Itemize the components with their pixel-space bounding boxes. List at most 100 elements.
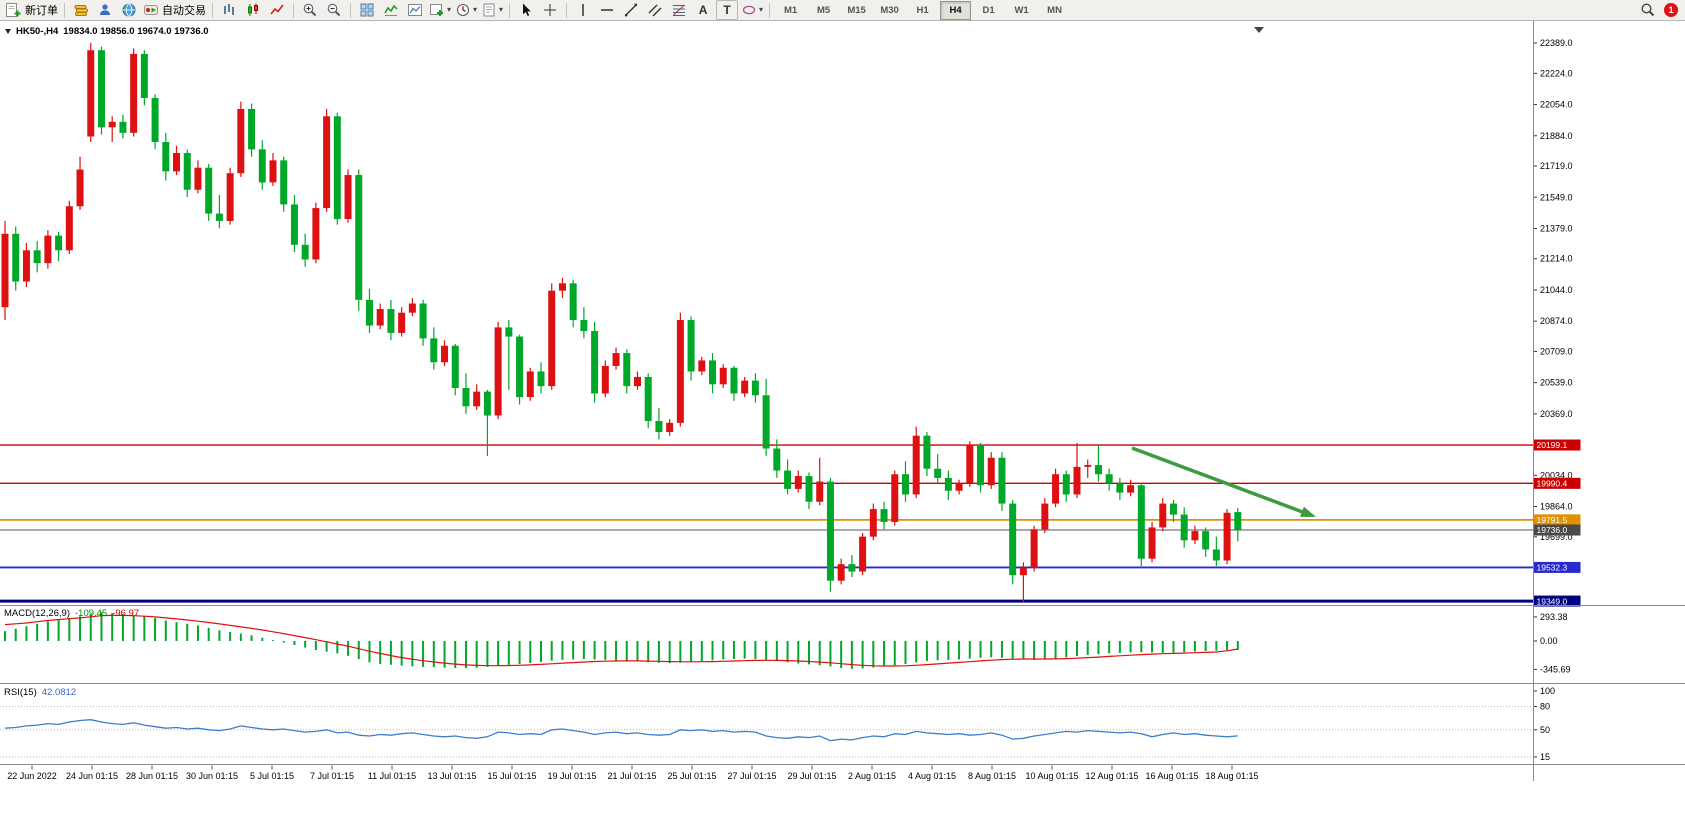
price-badge-text: 19990.4 [1537,479,1568,489]
svg-text:22389.0: 22389.0 [1540,38,1573,48]
templates-button[interactable]: ▾ [480,0,504,20]
data-window-button[interactable] [94,0,116,20]
price-badge-text: 19791.5 [1537,515,1568,525]
toolbar-separator [566,2,568,18]
timeframe-button-m30[interactable]: M30 [880,4,899,16]
data-window-icon [97,2,113,18]
svg-text:15 Jul 01:15: 15 Jul 01:15 [487,771,536,781]
line-chart-button[interactable] [266,0,288,20]
navigator-button[interactable] [118,0,140,20]
tile-windows-button[interactable] [356,0,378,20]
timeframe-button-w1[interactable]: W1 [1014,4,1029,16]
search-icon [1640,2,1656,18]
globe-icon [121,2,137,18]
svg-text:22224.0: 22224.0 [1540,68,1573,78]
svg-text:28 Jun 01:15: 28 Jun 01:15 [126,771,178,781]
svg-text:100: 100 [1540,686,1555,696]
toolbar-separator [64,2,65,18]
svg-text:21044.0: 21044.0 [1540,285,1573,295]
text-button[interactable]: A [692,0,714,20]
trendline-icon [623,2,639,18]
indicators-button[interactable] [380,0,402,20]
toolbar-separator [350,2,351,18]
timeframe-button-h4[interactable]: H4 [940,0,972,20]
svg-text:22 Jun 2022: 22 Jun 2022 [7,771,57,781]
periods-button[interactable]: ▾ [454,0,478,20]
svg-text:21214.0: 21214.0 [1540,254,1573,264]
zoom-out-button[interactable] [323,0,345,20]
candles-layer [1,42,1242,603]
macd-panel: 293.38 0.00 -345.69 [4,612,1571,674]
indicator-window-button[interactable] [404,0,426,20]
trend-arrow[interactable] [1131,446,1316,517]
notification-badge[interactable]: 1 [1664,3,1678,17]
toolbar-separator [212,2,213,18]
crosshair-button[interactable] [539,0,561,20]
timeframe-button-d1[interactable]: D1 [982,4,995,16]
svg-text:21549.0: 21549.0 [1540,192,1573,202]
svg-text:11 Jul 01:15: 11 Jul 01:15 [368,771,416,781]
candlestick-icon [245,2,261,18]
cursor-button[interactable] [515,0,537,20]
search-button[interactable] [1637,0,1659,20]
svg-text:16 Aug 01:15: 16 Aug 01:15 [1145,771,1198,781]
autoscroll-marker-icon[interactable] [1254,27,1264,33]
fibonacci-button[interactable] [668,0,690,20]
indicator-window-icon [407,2,423,18]
label-button[interactable]: T [716,0,739,20]
zoom-in-button[interactable] [299,0,321,20]
time-axis: 22 Jun 2022 24 Jun 01:15 28 Jun 01:15 30 Ju… [7,765,1259,781]
zoom-in-icon [302,2,318,18]
vertical-line-button[interactable] [572,0,594,20]
price-badge-text: 19532.3 [1537,563,1568,573]
add-indicator-button[interactable]: ▾ [428,0,452,20]
shapes-button[interactable]: ▾ [740,0,764,20]
svg-text:20709.0: 20709.0 [1540,346,1573,356]
svg-text:18 Aug 01:15: 18 Aug 01:15 [1205,771,1258,781]
channel-button[interactable] [644,0,666,20]
price-badge-text: 19736.0 [1537,525,1568,535]
toolbar-separator [769,2,771,18]
svg-text:21 Jul 01:15: 21 Jul 01:15 [607,771,656,781]
timeframe-button-h1[interactable]: H1 [916,4,929,16]
market-watch-button[interactable] [70,0,92,20]
candlestick-chart-button[interactable] [242,0,264,20]
svg-text:20539.0: 20539.0 [1540,378,1573,388]
text-tool-icon: A [698,3,708,17]
svg-text:27 Jul 01:15: 27 Jul 01:15 [727,771,776,781]
svg-text:7 Jul 01:15: 7 Jul 01:15 [310,771,354,781]
dropdown-caret-icon: ▾ [447,5,452,14]
price-badge-resistance-lower [1533,477,1581,489]
timeframe-button-m5[interactable]: M5 [816,4,831,16]
svg-text:21379.0: 21379.0 [1540,223,1573,233]
panel-borders [0,21,1685,781]
horizontal-line-button[interactable] [596,0,618,20]
svg-text:22054.0: 22054.0 [1540,100,1573,110]
dropdown-caret-icon: ▾ [473,5,478,14]
svg-text:2 Aug 01:15: 2 Aug 01:15 [848,771,896,781]
bar-chart-button[interactable] [218,0,240,20]
dropdown-caret-icon: ▾ [759,5,764,14]
auto-trading-button[interactable]: 自动交易 [142,0,207,20]
clock-icon [455,2,471,18]
svg-text:19699.0: 19699.0 [1540,532,1573,542]
svg-text:80: 80 [1540,702,1550,712]
trendline-button[interactable] [620,0,642,20]
svg-text:21884.0: 21884.0 [1540,131,1573,141]
timeframe-button-m15[interactable]: M15 [847,4,866,16]
svg-text:19864.0: 19864.0 [1540,502,1573,512]
channel-icon [647,2,663,18]
price-badge-resistance-upper [1533,439,1581,451]
svg-text:19 Jul 01:15: 19 Jul 01:15 [547,771,596,781]
timeframe-button-mn[interactable]: MN [1047,4,1062,16]
timeframe-button-m1[interactable]: M1 [783,4,798,16]
new-order-button[interactable]: 新订单 [4,0,59,20]
fibonacci-icon [671,2,687,18]
timeframe-toolbar: M1 M5 M15 M30 H1 H4 D1 W1 MN [774,0,1071,20]
svg-text:4 Aug 01:15: 4 Aug 01:15 [908,771,956,781]
svg-text:0.00: 0.00 [1540,636,1558,646]
svg-text:20874.0: 20874.0 [1540,316,1573,326]
